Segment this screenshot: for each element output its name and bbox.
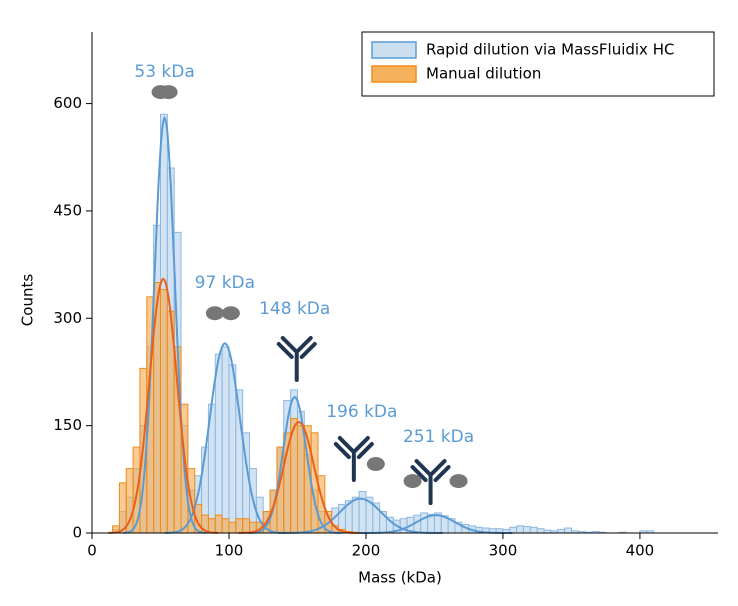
- histogram-bar: [420, 512, 429, 534]
- legend-label: Rapid dilution via MassFluidix HC: [426, 41, 674, 59]
- y-tick-label: 600: [53, 94, 82, 112]
- fit-curve: [238, 421, 360, 534]
- antibody-icon-part: [410, 459, 451, 506]
- fit-curve: [248, 395, 342, 534]
- histogram-bar: [564, 527, 572, 534]
- y-tick-label: 300: [53, 309, 82, 327]
- histogram-bar: [173, 346, 182, 534]
- x-tick-label: 400: [626, 542, 655, 560]
- fit-curve: [108, 277, 218, 534]
- annotation: 196 kDa: [326, 402, 397, 422]
- histogram-bar: [207, 518, 216, 534]
- antibody-icon: [333, 436, 374, 483]
- legend-box: [361, 31, 715, 97]
- histogram-bar: [159, 289, 168, 534]
- annotation: 251 kDa: [403, 427, 474, 447]
- histogram-bar: [221, 518, 230, 534]
- protein-icon: [221, 306, 240, 321]
- histogram-bar: [557, 528, 566, 534]
- protein-icon: [449, 474, 468, 489]
- histogram-bar: [214, 353, 223, 534]
- histogram-bar: [529, 526, 538, 534]
- annotation: 97 kDa: [195, 273, 255, 293]
- x-tick-label: 100: [215, 542, 244, 560]
- fit-curve: [123, 115, 206, 534]
- y-axis-label: Counts: [19, 274, 37, 327]
- legend-swatch: [371, 65, 417, 83]
- annotation: 148 kDa: [259, 299, 330, 319]
- histogram-bar: [536, 528, 545, 534]
- x-tick-label: 0: [87, 542, 97, 560]
- protein-icon: [205, 306, 224, 321]
- histogram-bar: [235, 518, 244, 534]
- fit-curve: [278, 497, 443, 534]
- x-tick-label: 300: [489, 542, 518, 560]
- antibody-icon: [410, 459, 451, 506]
- histogram-bar: [118, 482, 127, 534]
- histogram-bar: [242, 518, 251, 534]
- annotation: 53 kDa: [134, 62, 194, 82]
- y-tick-label: 0: [72, 524, 82, 542]
- histogram-bar: [228, 521, 237, 534]
- histogram-bar: [228, 364, 237, 534]
- x-axis-label: Mass (kDa): [358, 569, 442, 587]
- antibody-icon-part: [333, 436, 374, 483]
- antibody-icon: [276, 335, 317, 382]
- histogram-bar: [516, 525, 524, 534]
- x-tick-label: 200: [352, 542, 381, 560]
- histogram-bar: [296, 425, 305, 534]
- legend-label: Manual dilution: [426, 65, 541, 83]
- histogram-bar: [221, 346, 230, 534]
- y-tick-label: 450: [53, 201, 82, 219]
- protein-icon: [159, 85, 178, 100]
- protein-icon: [366, 457, 385, 472]
- protein-icon: [403, 474, 422, 489]
- fit-curve: [359, 514, 513, 534]
- y-tick-label: 150: [53, 416, 82, 434]
- histogram-bar: [522, 526, 531, 534]
- histogram-bar: [351, 496, 360, 534]
- antibody-icon-part: [276, 335, 317, 382]
- histogram-bar: [214, 514, 223, 534]
- legend-swatch: [371, 41, 417, 59]
